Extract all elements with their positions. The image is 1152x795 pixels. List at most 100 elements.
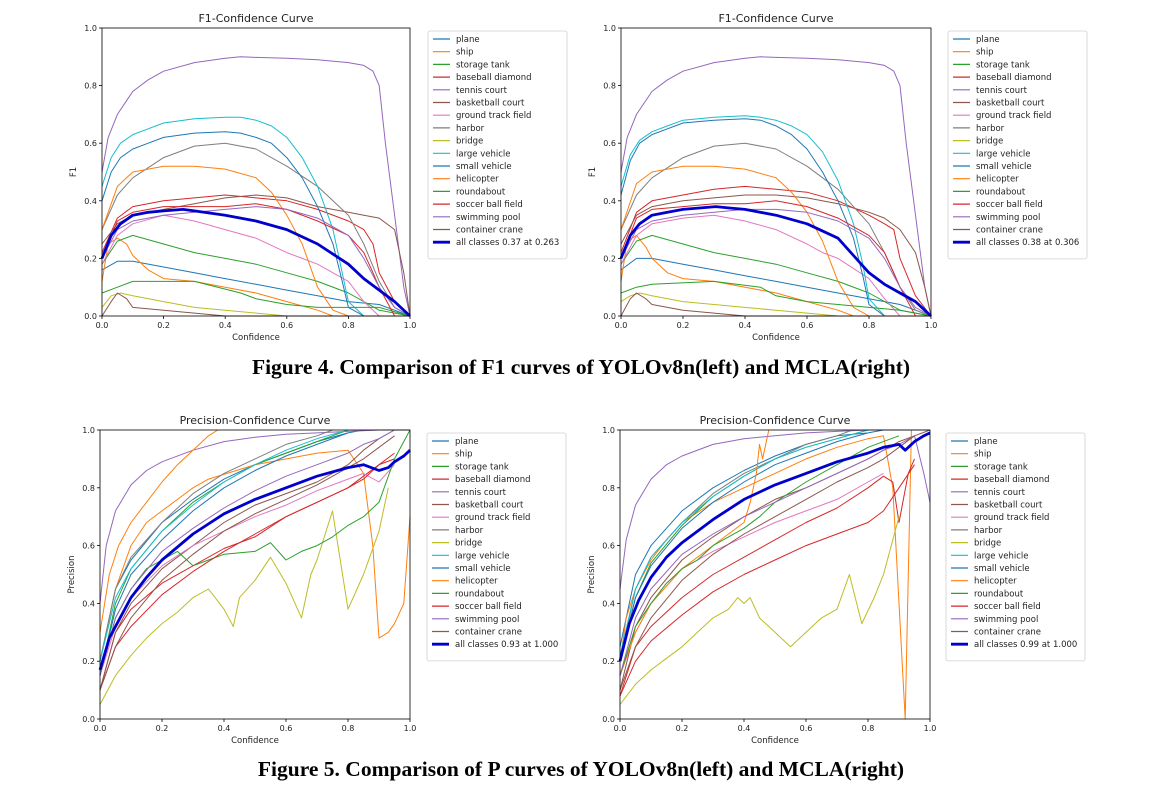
p-mcla-legend-label-storage-tank: storage tank <box>974 462 1028 472</box>
p-mcla-legend-label-ground-track-field: ground track field <box>974 513 1049 523</box>
p-yolo-series-small-vehicle <box>99 432 349 676</box>
p-yolo-xtick-label: 0.4 <box>218 724 231 733</box>
f1-mcla-legend-label-ship: ship <box>976 48 994 58</box>
p-mcla-legend-label-container-crane: container crane <box>974 628 1041 638</box>
p-mcla-legend-box <box>945 432 1086 662</box>
f1-yolo-legend-label-bridge: bridge <box>456 137 483 147</box>
p-yolo-series-container-crane <box>99 435 395 691</box>
p-yolo-xtick-label: 1.0 <box>404 724 417 733</box>
p-yolo-xlabel: Confidence <box>231 736 279 746</box>
p-mcla-xtick-label: 0.0 <box>614 724 627 733</box>
p-mcla-series-small-vehicle <box>619 432 869 662</box>
f1-mcla-series-all-classes-0-38-at-0-306 <box>619 205 932 318</box>
p-yolo-series-swimming-pool <box>99 429 395 676</box>
p-mcla-legend-label-small-vehicle: small vehicle <box>974 564 1030 574</box>
f1-yolo-series-small-vehicle <box>101 131 410 317</box>
f1-yolo-legend-label-harbor: harbor <box>456 124 485 134</box>
p-mcla-legend-label-large-vehicle: large vehicle <box>974 551 1029 561</box>
f1-mcla-plot-frame <box>620 27 932 317</box>
p-mcla-xtick-label: 0.6 <box>800 724 813 733</box>
f1-mcla-series-tennis-court <box>620 56 932 317</box>
f1-mcla-legend-box <box>947 30 1088 260</box>
p-yolo-legend-label-storage-tank: storage tank <box>455 462 509 472</box>
p-yolo-plot-frame <box>99 429 411 720</box>
p-mcla-series-plane <box>619 429 884 647</box>
f1-yolo-series-roundabout <box>101 280 411 317</box>
p-mcla-ytick-label: 1.0 <box>602 426 615 435</box>
f1-yolo-legend-label-soccer-ball-field: soccer ball field <box>456 200 523 210</box>
f1-yolo-ylabel: F1 <box>69 167 79 177</box>
f1-yolo-legend-label-roundabout: roundabout <box>456 187 506 197</box>
p-mcla-series-roundabout <box>619 435 900 676</box>
f1-mcla-xlabel: Confidence <box>752 333 800 343</box>
p-yolo-series-ship <box>99 449 411 662</box>
f1-yolo-series-helicopter <box>101 165 410 317</box>
f1-mcla-xtick-label: 0.0 <box>615 321 628 330</box>
p-yolo-legend-label-all-classes-0-93-at-1-000: all classes 0.93 at 1.000 <box>455 640 558 650</box>
p-yolo-legend-label-ground-track-field: ground track field <box>455 513 530 523</box>
f1-yolo-ytick-label: 0.8 <box>84 82 97 91</box>
f1-yolo-ytick-label: 0.6 <box>84 139 97 148</box>
f1-mcla-legend-label-swimming-pool: swimming pool <box>976 213 1040 223</box>
p-yolo-legend-label-large-vehicle: large vehicle <box>455 551 510 561</box>
p-mcla-series-large-vehicle <box>619 429 869 656</box>
f1-mcla-legend-label-ground-track-field: ground track field <box>976 111 1051 121</box>
p-mcla-legend-label-swimming-pool: swimming pool <box>974 615 1038 625</box>
p-yolo-ytick-label: 1.0 <box>82 426 95 435</box>
f1-yolo-series-storage-tank <box>101 234 411 317</box>
p-mcla-series-bridge <box>619 516 900 705</box>
p-yolo-series-helicopter <box>99 429 219 633</box>
p-yolo-ytick-label: 0.6 <box>82 542 95 551</box>
f1-mcla-legend-label-soccer-ball-field: soccer ball field <box>976 200 1043 210</box>
f1-mcla-series-storage-tank <box>620 234 932 317</box>
f1-yolo-legend-label-small-vehicle: small vehicle <box>456 162 512 172</box>
f1-yolo-series-tennis-court <box>101 56 411 317</box>
f1-mcla-xtick-label: 0.4 <box>739 321 752 330</box>
p-yolo-legend-label-container-crane: container crane <box>455 628 522 638</box>
f1-yolo-series-all-classes-0-37-at-0-263 <box>100 207 411 318</box>
p-yolo-series-soccer-ball-field <box>99 452 395 691</box>
p-mcla-legend-label-ship: ship <box>974 450 992 460</box>
p-yolo-legend-label-small-vehicle: small vehicle <box>455 564 511 574</box>
f1-mcla-ylabel: F1 <box>588 167 598 177</box>
f1-mcla-legend-label-roundabout: roundabout <box>976 187 1026 197</box>
p-mcla-series-tennis-court <box>619 429 930 590</box>
p-mcla-legend-label-tennis-court: tennis court <box>974 488 1026 498</box>
p-mcla-legend: plane ship storage tank baseball diamond ten… <box>945 432 1086 662</box>
f1-yolo-series-bridge <box>101 292 410 317</box>
p-mcla-xtick-label: 1.0 <box>924 724 937 733</box>
p-yolo-xtick-label: 0.2 <box>156 724 169 733</box>
p-yolo-legend-label-tennis-court: tennis court <box>455 488 507 498</box>
f1-mcla-legend-label-all-classes-0-38-at-0-306: all classes 0.38 at 0.306 <box>976 238 1079 248</box>
p-mcla-legend-label-roundabout: roundabout <box>974 589 1024 599</box>
f1-mcla-series-roundabout <box>620 280 932 317</box>
p-yolo-ytick-label: 0.4 <box>82 599 95 608</box>
f1-mcla-xtick-label: 0.6 <box>801 321 814 330</box>
p-yolo-legend-label-roundabout: roundabout <box>455 589 505 599</box>
p-mcla-ylabel: Precision <box>587 556 597 594</box>
f1-mcla-series-ground-track-field <box>620 214 901 317</box>
p-yolo-ytick-label: 0.8 <box>82 484 95 493</box>
f1-mcla-legend-label-container-crane: container crane <box>976 226 1043 236</box>
chart-precision-mcla: Precision-Confidence Curve 0.00.0 0.2 0.2 0.… <box>587 414 1086 746</box>
p-mcla-ytick-label: 0.6 <box>602 542 615 551</box>
f1-yolo-legend-label-ship: ship <box>456 48 474 58</box>
f1-mcla-ytick-label: 0.8 <box>603 82 616 91</box>
f1-mcla-ytick-label: 0.4 <box>603 197 616 206</box>
p-mcla-series-container-crane <box>619 435 915 691</box>
f1-mcla-series-ship <box>620 234 931 317</box>
f1-yolo-legend-label-tennis-court: tennis court <box>456 86 508 96</box>
p-yolo-legend-label-soccer-ball-field: soccer ball field <box>455 602 522 612</box>
p-yolo-legend-label-harbor: harbor <box>455 526 484 536</box>
f1-yolo-series-harbor <box>101 142 411 317</box>
p-mcla-xlabel: Confidence <box>751 736 799 746</box>
chart-f1-mcla: F1-Confidence Curve 0.00.0 0.2 0.2 0.4 0.4 0.6… <box>588 12 1088 343</box>
f1-mcla-legend: plane ship storage tank baseball diamond ten… <box>947 30 1088 260</box>
figure5-caption: Figure 5. Comparison of P curves of YOLO… <box>258 757 904 781</box>
p-yolo-legend-label-ship: ship <box>455 450 473 460</box>
f1-mcla-legend-label-small-vehicle: small vehicle <box>976 162 1032 172</box>
f1-mcla-xtick-label: 1.0 <box>925 321 938 330</box>
f1-mcla-series-soccer-ball-field <box>620 200 916 317</box>
f1-yolo-legend-label-storage-tank: storage tank <box>456 60 510 70</box>
